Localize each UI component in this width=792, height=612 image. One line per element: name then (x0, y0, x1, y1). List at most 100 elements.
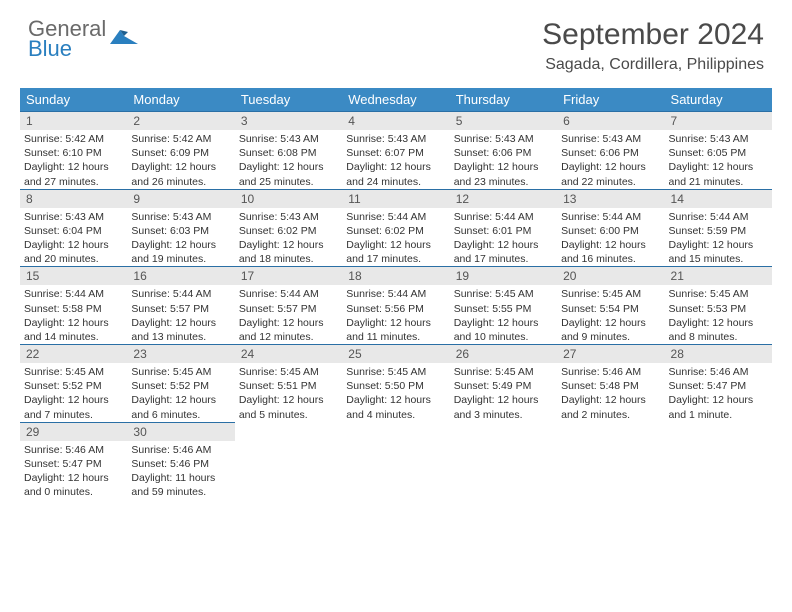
calendar-week-row: 22Sunrise: 5:45 AMSunset: 5:52 PMDayligh… (20, 344, 772, 422)
empty-cell (557, 422, 664, 426)
daylight-line: and 4 minutes. (346, 408, 445, 422)
daylight-line: and 27 minutes. (24, 175, 123, 189)
sunrise-line: Sunrise: 5:44 AM (239, 287, 338, 301)
daylight-line: and 25 minutes. (239, 175, 338, 189)
daylight-line: and 26 minutes. (131, 175, 230, 189)
calendar-week-row: 29Sunrise: 5:46 AMSunset: 5:47 PMDayligh… (20, 422, 772, 500)
daylight-line: and 20 minutes. (24, 252, 123, 266)
daylight-line: and 16 minutes. (561, 252, 660, 266)
daylight-line: Daylight: 12 hours (346, 160, 445, 174)
title-block: September 2024 Sagada, Cordillera, Phili… (542, 18, 764, 74)
daylight-line: Daylight: 12 hours (239, 238, 338, 252)
daylight-line: Daylight: 12 hours (131, 316, 230, 330)
sun-info: Sunrise: 5:44 AMSunset: 5:57 PMDaylight:… (127, 285, 234, 344)
sun-info: Sunrise: 5:42 AMSunset: 6:09 PMDaylight:… (127, 130, 234, 189)
sunset-line: Sunset: 6:02 PM (346, 224, 445, 238)
daylight-line: and 11 minutes. (346, 330, 445, 344)
day-number: 3 (235, 111, 342, 130)
daylight-line: Daylight: 11 hours (131, 471, 230, 485)
calendar-cell: 26Sunrise: 5:45 AMSunset: 5:49 PMDayligh… (450, 344, 557, 422)
calendar-cell: 22Sunrise: 5:45 AMSunset: 5:52 PMDayligh… (20, 344, 127, 422)
calendar-cell: 3Sunrise: 5:43 AMSunset: 6:08 PMDaylight… (235, 111, 342, 189)
day-number: 26 (450, 344, 557, 363)
brand-line2: Blue (28, 38, 106, 60)
calendar-cell: 27Sunrise: 5:46 AMSunset: 5:48 PMDayligh… (557, 344, 664, 422)
calendar-cell: 7Sunrise: 5:43 AMSunset: 6:05 PMDaylight… (665, 111, 772, 189)
calendar-cell (450, 422, 557, 500)
daylight-line: Daylight: 12 hours (24, 393, 123, 407)
sunset-line: Sunset: 6:06 PM (561, 146, 660, 160)
sunset-line: Sunset: 5:55 PM (454, 302, 553, 316)
day-number: 14 (665, 189, 772, 208)
sunrise-line: Sunrise: 5:44 AM (346, 210, 445, 224)
sun-info: Sunrise: 5:44 AMSunset: 5:58 PMDaylight:… (20, 285, 127, 344)
sunrise-line: Sunrise: 5:46 AM (561, 365, 660, 379)
calendar-cell: 28Sunrise: 5:46 AMSunset: 5:47 PMDayligh… (665, 344, 772, 422)
location-subtitle: Sagada, Cordillera, Philippines (542, 56, 764, 74)
sun-info: Sunrise: 5:44 AMSunset: 6:01 PMDaylight:… (450, 208, 557, 267)
sunset-line: Sunset: 5:52 PM (131, 379, 230, 393)
sunrise-line: Sunrise: 5:45 AM (669, 287, 768, 301)
sun-info: Sunrise: 5:43 AMSunset: 6:06 PMDaylight:… (450, 130, 557, 189)
calendar-cell: 4Sunrise: 5:43 AMSunset: 6:07 PMDaylight… (342, 111, 449, 189)
daylight-line: Daylight: 12 hours (239, 316, 338, 330)
sunrise-line: Sunrise: 5:43 AM (346, 132, 445, 146)
day-number: 15 (20, 266, 127, 285)
day-number: 1 (20, 111, 127, 130)
daylight-line: Daylight: 12 hours (24, 160, 123, 174)
daylight-line: and 8 minutes. (669, 330, 768, 344)
sunrise-line: Sunrise: 5:45 AM (454, 287, 553, 301)
calendar-cell: 6Sunrise: 5:43 AMSunset: 6:06 PMDaylight… (557, 111, 664, 189)
sunset-line: Sunset: 6:06 PM (454, 146, 553, 160)
daylight-line: and 18 minutes. (239, 252, 338, 266)
calendar-cell: 1Sunrise: 5:42 AMSunset: 6:10 PMDaylight… (20, 111, 127, 189)
sunrise-line: Sunrise: 5:45 AM (346, 365, 445, 379)
calendar-cell (235, 422, 342, 500)
daylight-line: and 7 minutes. (24, 408, 123, 422)
day-number: 9 (127, 189, 234, 208)
sun-info: Sunrise: 5:44 AMSunset: 5:59 PMDaylight:… (665, 208, 772, 267)
sun-info: Sunrise: 5:43 AMSunset: 6:08 PMDaylight:… (235, 130, 342, 189)
calendar-cell: 23Sunrise: 5:45 AMSunset: 5:52 PMDayligh… (127, 344, 234, 422)
sunset-line: Sunset: 5:50 PM (346, 379, 445, 393)
sunset-line: Sunset: 5:47 PM (24, 457, 123, 471)
calendar-cell: 12Sunrise: 5:44 AMSunset: 6:01 PMDayligh… (450, 189, 557, 267)
sunrise-line: Sunrise: 5:43 AM (239, 132, 338, 146)
sunrise-line: Sunrise: 5:46 AM (24, 443, 123, 457)
sunrise-line: Sunrise: 5:43 AM (131, 210, 230, 224)
calendar-cell: 10Sunrise: 5:43 AMSunset: 6:02 PMDayligh… (235, 189, 342, 267)
sun-info: Sunrise: 5:46 AMSunset: 5:48 PMDaylight:… (557, 363, 664, 422)
sun-info: Sunrise: 5:45 AMSunset: 5:51 PMDaylight:… (235, 363, 342, 422)
day-number: 30 (127, 422, 234, 441)
daylight-line: and 24 minutes. (346, 175, 445, 189)
sunrise-line: Sunrise: 5:43 AM (669, 132, 768, 146)
daylight-line: and 59 minutes. (131, 485, 230, 499)
calendar-week-row: 8Sunrise: 5:43 AMSunset: 6:04 PMDaylight… (20, 189, 772, 267)
sunset-line: Sunset: 5:57 PM (131, 302, 230, 316)
daylight-line: and 5 minutes. (239, 408, 338, 422)
daylight-line: and 13 minutes. (131, 330, 230, 344)
sunset-line: Sunset: 5:48 PM (561, 379, 660, 393)
sunset-line: Sunset: 6:08 PM (239, 146, 338, 160)
calendar-cell: 21Sunrise: 5:45 AMSunset: 5:53 PMDayligh… (665, 266, 772, 344)
day-number: 24 (235, 344, 342, 363)
daylight-line: Daylight: 12 hours (131, 238, 230, 252)
sunset-line: Sunset: 6:03 PM (131, 224, 230, 238)
calendar-cell: 11Sunrise: 5:44 AMSunset: 6:02 PMDayligh… (342, 189, 449, 267)
daylight-line: and 23 minutes. (454, 175, 553, 189)
calendar-cell: 16Sunrise: 5:44 AMSunset: 5:57 PMDayligh… (127, 266, 234, 344)
daylight-line: Daylight: 12 hours (454, 316, 553, 330)
sunrise-line: Sunrise: 5:45 AM (454, 365, 553, 379)
daylight-line: and 1 minute. (669, 408, 768, 422)
calendar-cell: 15Sunrise: 5:44 AMSunset: 5:58 PMDayligh… (20, 266, 127, 344)
daylight-line: Daylight: 12 hours (561, 238, 660, 252)
daylight-line: Daylight: 12 hours (131, 393, 230, 407)
day-number: 21 (665, 266, 772, 285)
day-number: 6 (557, 111, 664, 130)
daylight-line: and 19 minutes. (131, 252, 230, 266)
calendar-cell: 8Sunrise: 5:43 AMSunset: 6:04 PMDaylight… (20, 189, 127, 267)
calendar-cell (665, 422, 772, 500)
day-number: 17 (235, 266, 342, 285)
sunset-line: Sunset: 5:56 PM (346, 302, 445, 316)
calendar-cell: 14Sunrise: 5:44 AMSunset: 5:59 PMDayligh… (665, 189, 772, 267)
